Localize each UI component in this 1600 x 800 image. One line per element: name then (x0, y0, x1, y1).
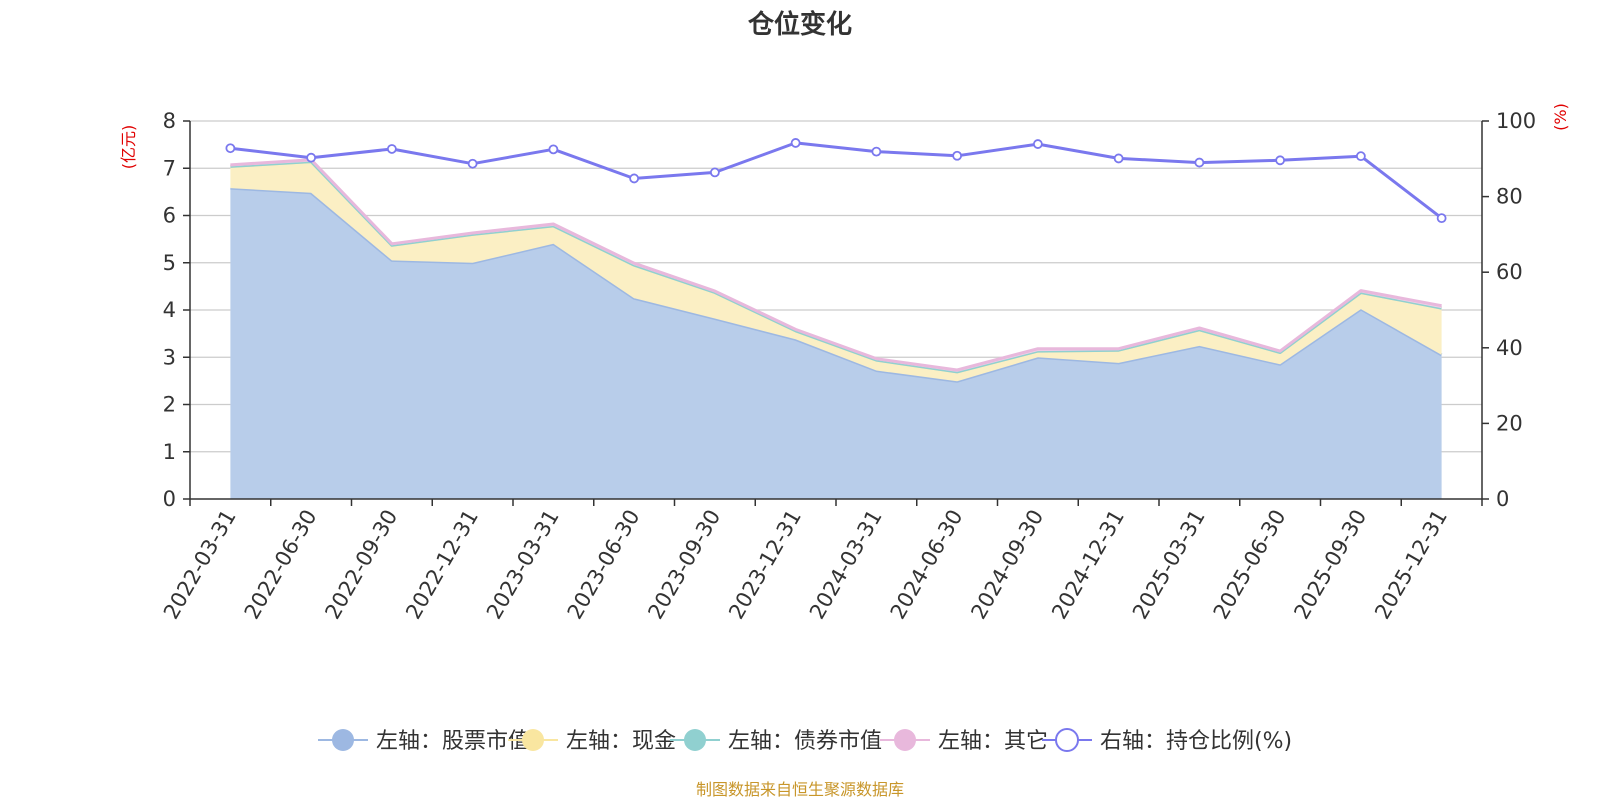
legend-item-1[interactable]: 左轴：现金 (508, 729, 676, 754)
left-tick-label-5: 5 (163, 251, 176, 275)
ratio-point-13[interactable] (1275, 155, 1286, 166)
ratio-point-15[interactable] (1436, 213, 1447, 224)
x-tick-label-12: 2025-03-31 (1128, 506, 1210, 624)
right-tick-label-20: 20 (1496, 411, 1523, 435)
x-tick-label-13: 2025-06-30 (1209, 506, 1291, 624)
left-tick-label-3: 3 (163, 345, 176, 369)
x-tick-label-8: 2024-03-31 (805, 506, 887, 624)
left-tick-label-8: 8 (163, 109, 176, 133)
legend-marker-1 (522, 729, 544, 751)
x-tick-label-14: 2025-09-30 (1289, 506, 1371, 624)
ratio-point-12[interactable] (1194, 157, 1205, 168)
legend-label-2: 左轴：债券市值 (728, 729, 882, 754)
ratio-point-9[interactable] (952, 150, 963, 161)
legend-label-1: 左轴：现金 (566, 729, 676, 754)
legend-item-4[interactable]: 右轴：持仓比例(%) (1042, 728, 1292, 754)
left-axis-unit: (亿元) (119, 125, 138, 170)
legend-marker-4 (1055, 728, 1079, 752)
left-tick-label-1: 1 (163, 440, 176, 464)
ratio-point-5[interactable] (629, 173, 640, 184)
left-tick-label-0: 0 (163, 487, 176, 511)
left-tick-label-4: 4 (163, 298, 176, 322)
legend-item-2[interactable]: 左轴：债券市值 (670, 729, 882, 754)
x-tick-label-9: 2024-06-30 (886, 506, 968, 624)
left-tick-label-6: 6 (163, 204, 176, 228)
ratio-point-2[interactable] (386, 144, 397, 154)
ratio-point-11[interactable] (1113, 153, 1124, 164)
ratio-line-series (225, 138, 1447, 224)
ratio-point-1[interactable] (306, 152, 317, 163)
legend-marker-0 (332, 729, 354, 751)
left-tick-label-2: 2 (163, 393, 176, 417)
right-tick-label-100: 100 (1496, 109, 1536, 133)
ratio-point-8[interactable] (871, 146, 882, 157)
x-tick-label-11: 2024-12-31 (1047, 506, 1129, 624)
legend-label-4: 右轴：持仓比例(%) (1100, 729, 1292, 754)
ratio-point-6[interactable] (709, 167, 720, 178)
stacked-areas (230, 158, 1443, 499)
area-series-0 (230, 188, 1442, 499)
ratio-point-4[interactable] (548, 144, 559, 155)
right-tick-label-40: 40 (1496, 336, 1523, 360)
right-tick-label-60: 60 (1496, 260, 1523, 284)
right-tick-label-80: 80 (1496, 185, 1523, 209)
line-series-3 (230, 158, 1442, 372)
left-tick-label-7: 7 (163, 156, 176, 180)
legend-item-3[interactable]: 左轴：其它 (880, 729, 1048, 754)
ratio-point-3[interactable] (467, 158, 478, 169)
x-tick-label-4: 2023-03-31 (482, 506, 564, 624)
legend[interactable]: 左轴：股票市值 左轴：现金 左轴：债券市值 左轴：其它 右轴：持仓比例(%) (318, 728, 1292, 754)
x-tick-label-7: 2023-12-31 (724, 506, 806, 624)
x-tick-label-2: 2022-09-30 (320, 506, 402, 624)
x-tick-label-0: 2022-03-31 (159, 506, 241, 624)
legend-label-3: 左轴：其它 (938, 729, 1048, 754)
ratio-point-14[interactable] (1355, 151, 1366, 162)
legend-label-0: 左轴：股票市值 (376, 729, 530, 754)
ratio-point-10[interactable] (1032, 139, 1043, 149)
ratio-line (230, 141, 1443, 220)
right-tick-label-0: 0 (1496, 487, 1509, 511)
x-tick-label-3: 2022-12-31 (401, 506, 483, 624)
x-tick-label-15: 2025-12-31 (1370, 506, 1452, 624)
legend-marker-2 (684, 729, 706, 751)
legend-item-0[interactable]: 左轴：股票市值 (318, 729, 530, 754)
ratio-point-0[interactable] (225, 143, 236, 154)
x-tick-label-1: 2022-06-30 (240, 506, 322, 624)
x-tick-label-10: 2024-09-30 (966, 506, 1048, 624)
ratio-point-7[interactable] (790, 138, 801, 148)
legend-marker-3 (894, 729, 916, 751)
chart-title: 仓位变化 (747, 9, 852, 40)
x-tick-label-5: 2023-06-30 (563, 506, 645, 624)
data-source-note: 制图数据来自恒生聚源数据库 (696, 780, 904, 799)
right-axis-unit: (%) (1551, 103, 1570, 131)
x-tick-label-6: 2023-09-30 (643, 506, 725, 624)
